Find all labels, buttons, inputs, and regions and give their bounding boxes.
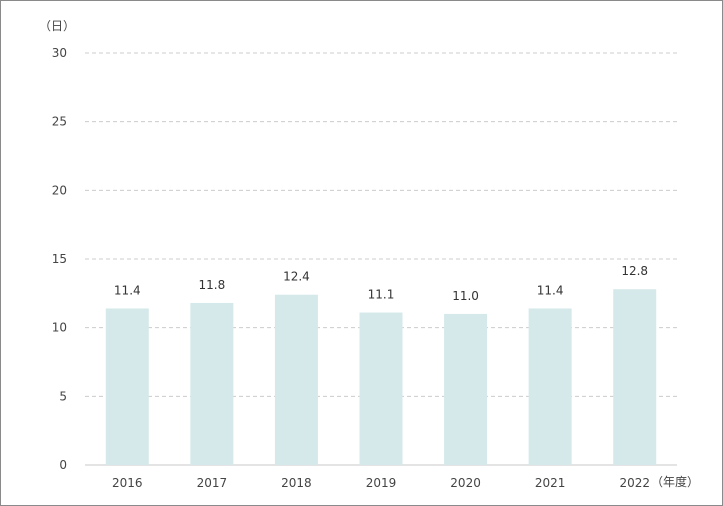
y-tick-label: 10 xyxy=(52,321,67,335)
value-label: 11.0 xyxy=(452,289,479,303)
x-tick-label: 2020 xyxy=(450,476,481,490)
x-tick-label: 2017 xyxy=(197,476,228,490)
y-tick-label: 30 xyxy=(52,46,67,60)
x-tick-label: 2022 xyxy=(619,476,650,490)
y-axis-unit: （日） xyxy=(39,19,75,33)
x-tick-label: 2016 xyxy=(112,476,143,490)
x-axis-unit: （年度） xyxy=(651,474,699,489)
bar-2018 xyxy=(274,294,318,465)
bar-2020 xyxy=(444,313,488,465)
value-label: 11.4 xyxy=(114,283,141,297)
value-labels: 11.4 11.8 12.4 11.1 11.0 11.4 12.8 xyxy=(114,264,648,303)
x-axis-ticks: 2016 2017 2018 2019 2020 2021 2022 xyxy=(112,476,650,490)
y-tick-label: 20 xyxy=(52,183,67,197)
x-tick-label: 2021 xyxy=(535,476,566,490)
y-tick-label: 15 xyxy=(52,252,67,266)
value-label: 12.8 xyxy=(621,264,648,278)
value-label: 11.1 xyxy=(368,288,395,302)
value-label: 11.8 xyxy=(198,278,225,292)
bar-2022 xyxy=(613,289,657,465)
bar-2016 xyxy=(105,308,149,465)
bars xyxy=(105,289,657,465)
gridlines xyxy=(85,52,677,466)
y-tick-label: 25 xyxy=(52,115,67,129)
y-axis-ticks: 0 5 10 15 20 25 30 xyxy=(52,46,67,472)
bar-2021 xyxy=(528,308,572,465)
y-tick-label: 5 xyxy=(59,389,67,403)
value-label: 11.4 xyxy=(537,283,564,297)
x-tick-label: 2018 xyxy=(281,476,312,490)
bar-2017 xyxy=(190,302,234,465)
value-label: 12.4 xyxy=(283,270,310,284)
y-tick-label: 0 xyxy=(59,458,67,472)
bar-2019 xyxy=(359,312,403,465)
x-tick-label: 2019 xyxy=(366,476,397,490)
